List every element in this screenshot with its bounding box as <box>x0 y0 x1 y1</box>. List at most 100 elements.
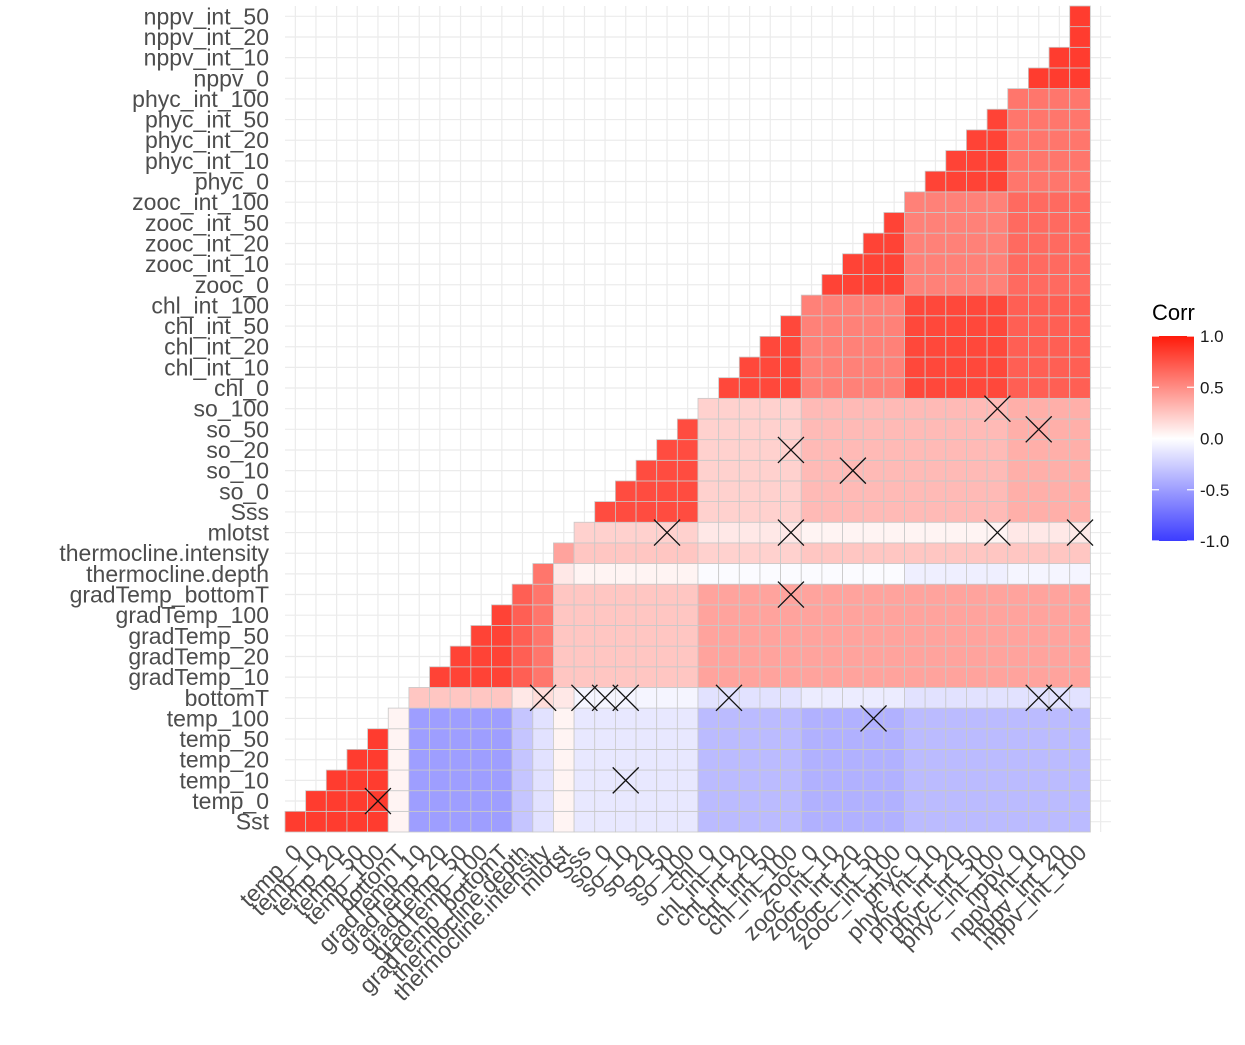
y-axis-tick-labels: Ssttemp_0temp_10temp_20temp_50temp_100bo… <box>59 3 269 834</box>
heatmap-cell-zooc-0-temp-100 <box>800 707 823 730</box>
heatmap-cell-chl-int-10-temp-20 <box>718 749 740 771</box>
heatmap-cell-zooc-int-100-mlotst <box>883 521 905 544</box>
heatmap-cell-nppv-int-20-so-100 <box>1048 397 1071 420</box>
heatmap-cell-chl-int-10-so-50 <box>718 418 740 441</box>
heatmap-cell-chl-int-50-chl-int-10 <box>759 356 782 379</box>
heatmap-cell-sss-temp-20 <box>573 749 596 771</box>
heatmap-cell-nppv-int-10-chl-int-50 <box>1028 315 1050 337</box>
heatmap-cell-nppv-int-100-chl-int-50 <box>1069 315 1091 337</box>
heatmap-cell-temp-20-temp-10 <box>325 769 348 792</box>
heatmap-cell-phyc-int-20-chl-int-100 <box>945 294 967 317</box>
color-legend: Corr 1.0 0.5 0.0 -0.5 -1.0 <box>1152 300 1229 551</box>
heatmap-cell-nppv-int-10-nppv-0 <box>1028 67 1050 89</box>
heatmap-cell-nppv-int-10-so-20 <box>1028 439 1050 461</box>
heatmap-cell-so-0-temp-50 <box>594 728 616 750</box>
heatmap-cell-so-50-gradtemp-10 <box>656 666 678 688</box>
heatmap-cell-zooc-int-20-gradtemp-10 <box>842 666 864 688</box>
heatmap-cell-so-100-bottomt <box>676 687 699 709</box>
heatmap-cell-chl-int-20-temp-100 <box>738 707 761 730</box>
heatmap-cell-so-20-thermocline-depth <box>635 563 658 585</box>
heatmap-cell-zooc-int-100-so-10 <box>883 459 905 482</box>
heatmap-cell-gradtemp-100-sst <box>470 810 492 833</box>
heatmap-cell-so-0-gradtemp-10 <box>594 666 616 688</box>
heatmap-cell-so-50-temp-20 <box>656 749 678 771</box>
heatmap-cell-thermocline-intensity-temp-100 <box>532 707 554 730</box>
y-tick-label-gradtemp-bottomt: gradTemp_bottomT <box>70 582 269 608</box>
heatmap-cell-gradtemp-10-temp-10 <box>408 769 430 792</box>
y-tick-label-phyc-int-10: phyc_int_10 <box>145 148 269 174</box>
heatmap-cell-phyc-int-100-so-50 <box>986 418 1009 441</box>
heatmap-cell-phyc-int-50-temp-10 <box>966 769 988 792</box>
heatmap-cell-phyc-int-20-so-50 <box>945 418 967 441</box>
heatmap-cell-zooc-int-10-chl-int-20 <box>821 335 843 358</box>
heatmap-cell-zooc-int-50-chl-0 <box>862 377 885 399</box>
heatmap-cell-chl-int-20-gradtemp-20 <box>738 645 761 668</box>
heatmap-cell-nppv-int-20-so-0 <box>1048 480 1071 503</box>
heatmap-cell-sss-mlotst <box>573 521 596 544</box>
heatmap-cell-sss-temp-100 <box>573 707 596 730</box>
heatmap-cell-so-100-sst <box>676 810 699 833</box>
heatmap-cell-nppv-int-10-so-100 <box>1028 397 1050 420</box>
heatmap-cell-phyc-int-50-temp-50 <box>966 728 988 750</box>
heatmap-cell-zooc-int-50-so-100 <box>862 397 885 420</box>
heatmap-cell-zooc-int-20-chl-0 <box>842 377 864 399</box>
heatmap-cell-phyc-0-so-0 <box>904 480 926 503</box>
heatmap-cell-nppv-0-temp-10 <box>1007 769 1029 792</box>
heatmap-cell-mlotst-gradtemp-100 <box>553 604 575 626</box>
heatmap-cell-chl-int-50-temp-100 <box>759 707 782 730</box>
heatmap-cell-chl-int-10-gradtemp-bottomt <box>718 583 740 606</box>
heatmap-cell-nppv-int-100-gradtemp-50 <box>1069 625 1091 647</box>
insignificant-marker-temp-10-so-10 <box>612 766 640 794</box>
heatmap-cell-gradtemp-20-sst <box>429 810 451 833</box>
heatmap-cell-zooc-int-100-gradtemp-50 <box>883 625 905 647</box>
heatmap-cell-thermocline-intensity-sst <box>532 810 554 833</box>
heatmap-cell-gradtemp-20-temp-100 <box>429 707 451 730</box>
y-tick-label-nppv-int-20: nppv_int_20 <box>144 24 269 50</box>
heatmap-cell-phyc-0-mlotst <box>904 521 926 544</box>
heatmap-cell-nppv-int-20-zooc-int-10 <box>1048 253 1071 275</box>
heatmap-cell-zooc-int-100-chl-int-50 <box>883 315 905 337</box>
heatmap-cell-nppv-int-100-so-50 <box>1069 418 1091 441</box>
heatmap-cell-gradtemp-50-temp-20 <box>449 749 472 771</box>
heatmap-cell-zooc-int-50-zooc-0 <box>862 274 885 296</box>
heatmap-cell-phyc-int-10-zooc-int-100 <box>924 191 947 213</box>
heatmap-cell-nppv-int-20-gradtemp-50 <box>1048 625 1071 647</box>
heatmap-cell-phyc-int-100-thermocline-depth <box>986 563 1009 585</box>
heatmap-cell-zooc-0-chl-0 <box>800 377 823 399</box>
heatmap-cell-thermocline-intensity-thermocline-depth <box>532 563 554 585</box>
heatmap-cell-chl-0-so-0 <box>697 480 720 503</box>
x-axis-tick-labels: temp_0temp_10temp_20temp_50temp_100botto… <box>234 839 1091 1006</box>
heatmap-cell-sss-sst <box>573 810 596 833</box>
heatmap-cell-gradtemp-50-bottomt <box>449 687 472 709</box>
heatmap-cell-phyc-int-10-gradtemp-bottomt <box>924 583 947 606</box>
heatmap-cell-bottomt-sst <box>387 810 410 833</box>
heatmap-cell-chl-int-50-gradtemp-100 <box>759 604 782 626</box>
heatmap-cell-chl-int-10-temp-100 <box>718 707 740 730</box>
heatmap-cell-phyc-int-100-zooc-int-10 <box>986 253 1009 275</box>
heatmap-cell-zooc-int-100-temp-50 <box>883 728 905 750</box>
heatmap-cell-nppv-int-100-chl-int-20 <box>1069 335 1091 358</box>
heatmap-cell-zooc-int-10-sss <box>821 501 843 523</box>
heatmap-cell-zooc-int-50-so-50 <box>862 418 885 441</box>
heatmap-cell-zooc-int-100-chl-int-10 <box>883 356 905 379</box>
insignificance-markers <box>364 395 1094 815</box>
heatmap-cell-nppv-int-20-zooc-int-20 <box>1048 232 1071 255</box>
heatmap-cell-gradtemp-100-gradtemp-20 <box>470 645 492 668</box>
heatmap-cell-phyc-0-zooc-0 <box>904 274 926 296</box>
heatmap-cell-zooc-int-10-chl-0 <box>821 377 843 399</box>
heatmap-cell-phyc-int-10-sss <box>924 501 947 523</box>
heatmap-cell-chl-int-20-temp-50 <box>738 728 761 750</box>
heatmap-cell-chl-int-20-temp-0 <box>738 790 761 812</box>
heatmap-cell-nppv-int-10-temp-100 <box>1028 707 1050 730</box>
heatmap-cell-phyc-int-10-phyc-0 <box>924 170 947 193</box>
heatmap-cell-zooc-int-100-temp-100 <box>883 707 905 730</box>
heatmap-cell-zooc-0-gradtemp-10 <box>800 666 823 688</box>
heatmap-cell-zooc-int-100-sss <box>883 501 905 523</box>
heatmap-cell-nppv-int-10-chl-0 <box>1028 377 1050 399</box>
heatmap-cell-phyc-int-50-chl-int-20 <box>966 335 988 358</box>
heatmap-cell-gradtemp-bottomt-temp-0 <box>491 790 513 812</box>
heatmap-cell-zooc-int-10-mlotst <box>821 521 843 544</box>
heatmap-cell-temp-20-temp-0 <box>325 790 348 812</box>
heatmap-cell-nppv-int-20-chl-int-100 <box>1048 294 1071 317</box>
heatmap-cell-nppv-int-100-so-0 <box>1069 480 1091 503</box>
